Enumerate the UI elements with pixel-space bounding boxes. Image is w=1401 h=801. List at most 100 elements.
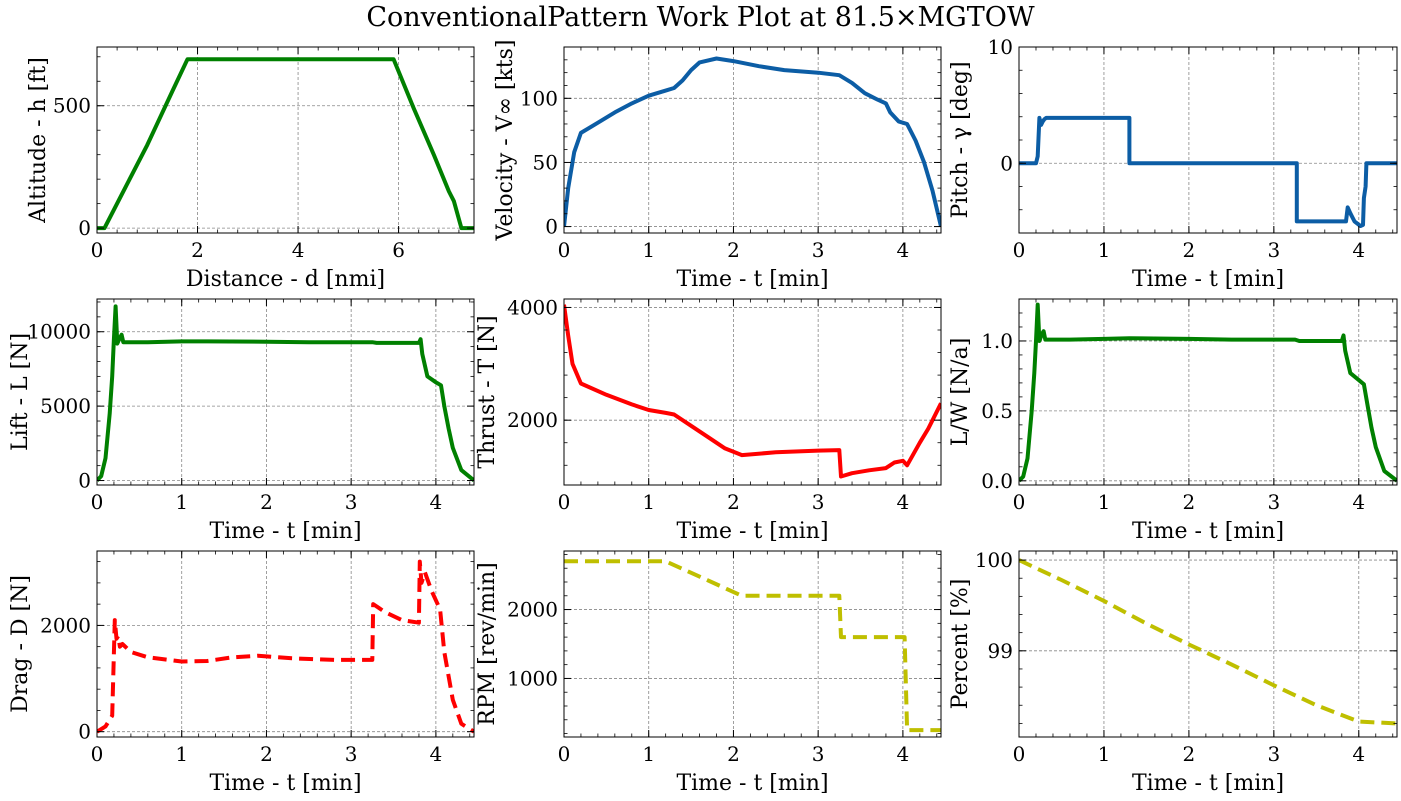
y-axis-label: RPM [rev/min] bbox=[475, 562, 500, 726]
x-tick-label: 4 bbox=[430, 742, 443, 766]
x-tick-label: 6 bbox=[392, 238, 405, 262]
y-axis-label: Pitch - γ [deg] bbox=[948, 61, 973, 218]
series-line bbox=[1019, 302, 1397, 483]
x-tick-label: 1 bbox=[642, 490, 655, 514]
y-tick-label: 50 bbox=[533, 150, 558, 174]
x-tick-label: 4 bbox=[1352, 490, 1365, 514]
x-tick-label: 0 bbox=[558, 238, 571, 262]
x-axis-label: Time - t [min] bbox=[676, 771, 828, 796]
axes-frame bbox=[563, 46, 942, 234]
axes-frame bbox=[1018, 550, 1398, 738]
y-tick-label: 500 bbox=[53, 94, 91, 118]
y-tick-label: 0.5 bbox=[981, 399, 1013, 423]
x-tick-label: 2 bbox=[1183, 742, 1196, 766]
x-tick-label: 4 bbox=[897, 238, 910, 262]
y-tick-label: 1.0 bbox=[981, 329, 1013, 353]
y-tick-label: 10 bbox=[988, 35, 1013, 59]
y-axis-label: L/W [N/a] bbox=[948, 338, 973, 447]
axes-frame bbox=[563, 298, 942, 486]
x-tick-label: 0 bbox=[1013, 742, 1026, 766]
y-axis-label: Thrust - T [N] bbox=[475, 315, 500, 468]
y-axis-label: Percent [%] bbox=[948, 579, 973, 710]
x-axis-label: Time - t [min] bbox=[676, 519, 828, 544]
figure-title: ConventionalPattern Work Plot at 81.5×MG… bbox=[366, 2, 1035, 33]
x-tick-label: 1 bbox=[1098, 742, 1111, 766]
x-tick-label: 1 bbox=[175, 490, 188, 514]
axes-frame bbox=[563, 550, 942, 738]
y-axis-label: Drag - D [N] bbox=[8, 575, 33, 713]
y-tick-label: 5000 bbox=[40, 394, 91, 418]
x-tick-label: 1 bbox=[642, 238, 655, 262]
x-tick-label: 3 bbox=[812, 490, 825, 514]
x-tick-label: 4 bbox=[1352, 742, 1365, 766]
x-tick-label: 0 bbox=[558, 742, 571, 766]
y-axis-label: Lift - L [N] bbox=[8, 333, 33, 451]
x-tick-label: 2 bbox=[191, 238, 204, 262]
x-tick-label: 1 bbox=[1098, 490, 1111, 514]
x-tick-label: 1 bbox=[175, 742, 188, 766]
subplot-2: 0 1 2 3 4 0 50 100 Time - t [min] Velocity - V∞ [… bbox=[493, 39, 942, 292]
subplot-3: 0 1 2 3 4 0 10 Time - t [min] Pitch - γ [deg] bbox=[948, 35, 1398, 292]
series-line bbox=[97, 304, 474, 483]
y-axis-label: Altitude - h [ft] bbox=[26, 57, 51, 224]
x-axis-label: Time - t [min] bbox=[1132, 267, 1284, 292]
x-tick-label: 0 bbox=[558, 490, 571, 514]
axes-frame bbox=[96, 298, 475, 486]
x-tick-label: 3 bbox=[345, 742, 358, 766]
subplot-8: 0 1 2 3 4 1000 2000 Time - t [min] RPM [rev/min] bbox=[475, 550, 942, 796]
series-line bbox=[564, 56, 941, 228]
x-tick-label: 0 bbox=[91, 742, 104, 766]
x-tick-label: 2 bbox=[727, 490, 740, 514]
y-tick-label: 2000 bbox=[507, 598, 558, 622]
x-axis-label: Time - t [min] bbox=[1132, 771, 1284, 796]
x-tick-label: 2 bbox=[1183, 238, 1196, 262]
subplot-4: 0 1 2 3 4 0 5000 10000 Time - t [min] Lift - L [N… bbox=[8, 298, 475, 544]
x-tick-label: 4 bbox=[292, 238, 305, 262]
y-tick-label: 0 bbox=[545, 215, 558, 239]
x-tick-label: 0 bbox=[91, 238, 104, 262]
y-axis-label: Velocity - V∞ [kts] bbox=[493, 39, 518, 241]
x-tick-label: 3 bbox=[1267, 238, 1280, 262]
series-line bbox=[564, 304, 941, 479]
y-tick-label: 1000 bbox=[507, 666, 558, 690]
y-tick-label: 0 bbox=[78, 216, 91, 240]
y-tick-label: 0 bbox=[78, 469, 91, 493]
x-tick-label: 2 bbox=[727, 238, 740, 262]
subplot-9: 0 1 2 3 4 99 100 Time - t [min] Percent [%] bbox=[948, 548, 1398, 796]
y-tick-label: 100 bbox=[975, 548, 1013, 572]
x-tick-label: 3 bbox=[1267, 490, 1280, 514]
x-tick-label: 0 bbox=[91, 490, 104, 514]
x-tick-label: 2 bbox=[260, 490, 273, 514]
x-axis-label: Time - t [min] bbox=[209, 771, 361, 796]
x-axis-label: Distance - d [nmi] bbox=[186, 267, 385, 292]
subplot-5: 0 1 2 3 4 2000 4000 Time - t [min] Thrust - T [N… bbox=[475, 295, 942, 544]
y-tick-label: 100 bbox=[520, 86, 558, 110]
series-line bbox=[1019, 558, 1397, 726]
axes-frame bbox=[96, 550, 475, 738]
subplot-6: 0 1 2 3 4 0.0 0.5 1.0 Time - t [min] L/W [N/a] bbox=[948, 298, 1398, 544]
x-tick-label: 4 bbox=[897, 742, 910, 766]
x-tick-label: 1 bbox=[1098, 238, 1111, 262]
y-tick-label: 99 bbox=[988, 639, 1013, 663]
y-tick-label: 0.0 bbox=[981, 469, 1013, 493]
subplot-1: 0 2 4 6 0 500 Distance - d [nmi] Altitude - h [… bbox=[26, 46, 475, 292]
x-tick-label: 4 bbox=[430, 490, 443, 514]
x-tick-label: 2 bbox=[727, 742, 740, 766]
series-line bbox=[97, 57, 474, 231]
x-axis-label: Time - t [min] bbox=[209, 519, 361, 544]
x-tick-label: 3 bbox=[812, 238, 825, 262]
axes-frame bbox=[96, 46, 475, 234]
axes-frame bbox=[1018, 298, 1398, 486]
series-line bbox=[1019, 115, 1397, 228]
x-tick-label: 0 bbox=[1013, 238, 1026, 262]
x-tick-label: 0 bbox=[1013, 490, 1026, 514]
x-axis-label: Time - t [min] bbox=[676, 267, 828, 292]
x-tick-label: 4 bbox=[897, 490, 910, 514]
x-tick-label: 3 bbox=[345, 490, 358, 514]
y-tick-label: 0 bbox=[1000, 151, 1013, 175]
y-tick-label: 4000 bbox=[507, 295, 558, 319]
series-line bbox=[564, 559, 941, 733]
y-tick-label: 2000 bbox=[40, 613, 91, 637]
axes-frame bbox=[1018, 46, 1398, 234]
